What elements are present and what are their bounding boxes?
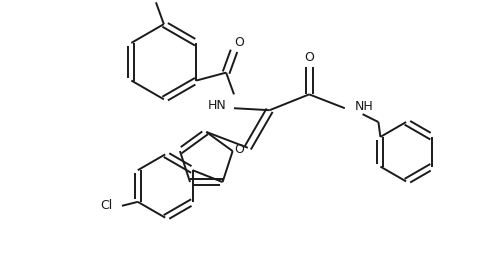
Text: HN: HN xyxy=(207,99,226,112)
Text: Cl: Cl xyxy=(100,199,112,212)
Text: O: O xyxy=(234,36,244,49)
Text: O: O xyxy=(235,143,244,156)
Text: NH: NH xyxy=(355,100,374,113)
Text: O: O xyxy=(304,51,314,64)
